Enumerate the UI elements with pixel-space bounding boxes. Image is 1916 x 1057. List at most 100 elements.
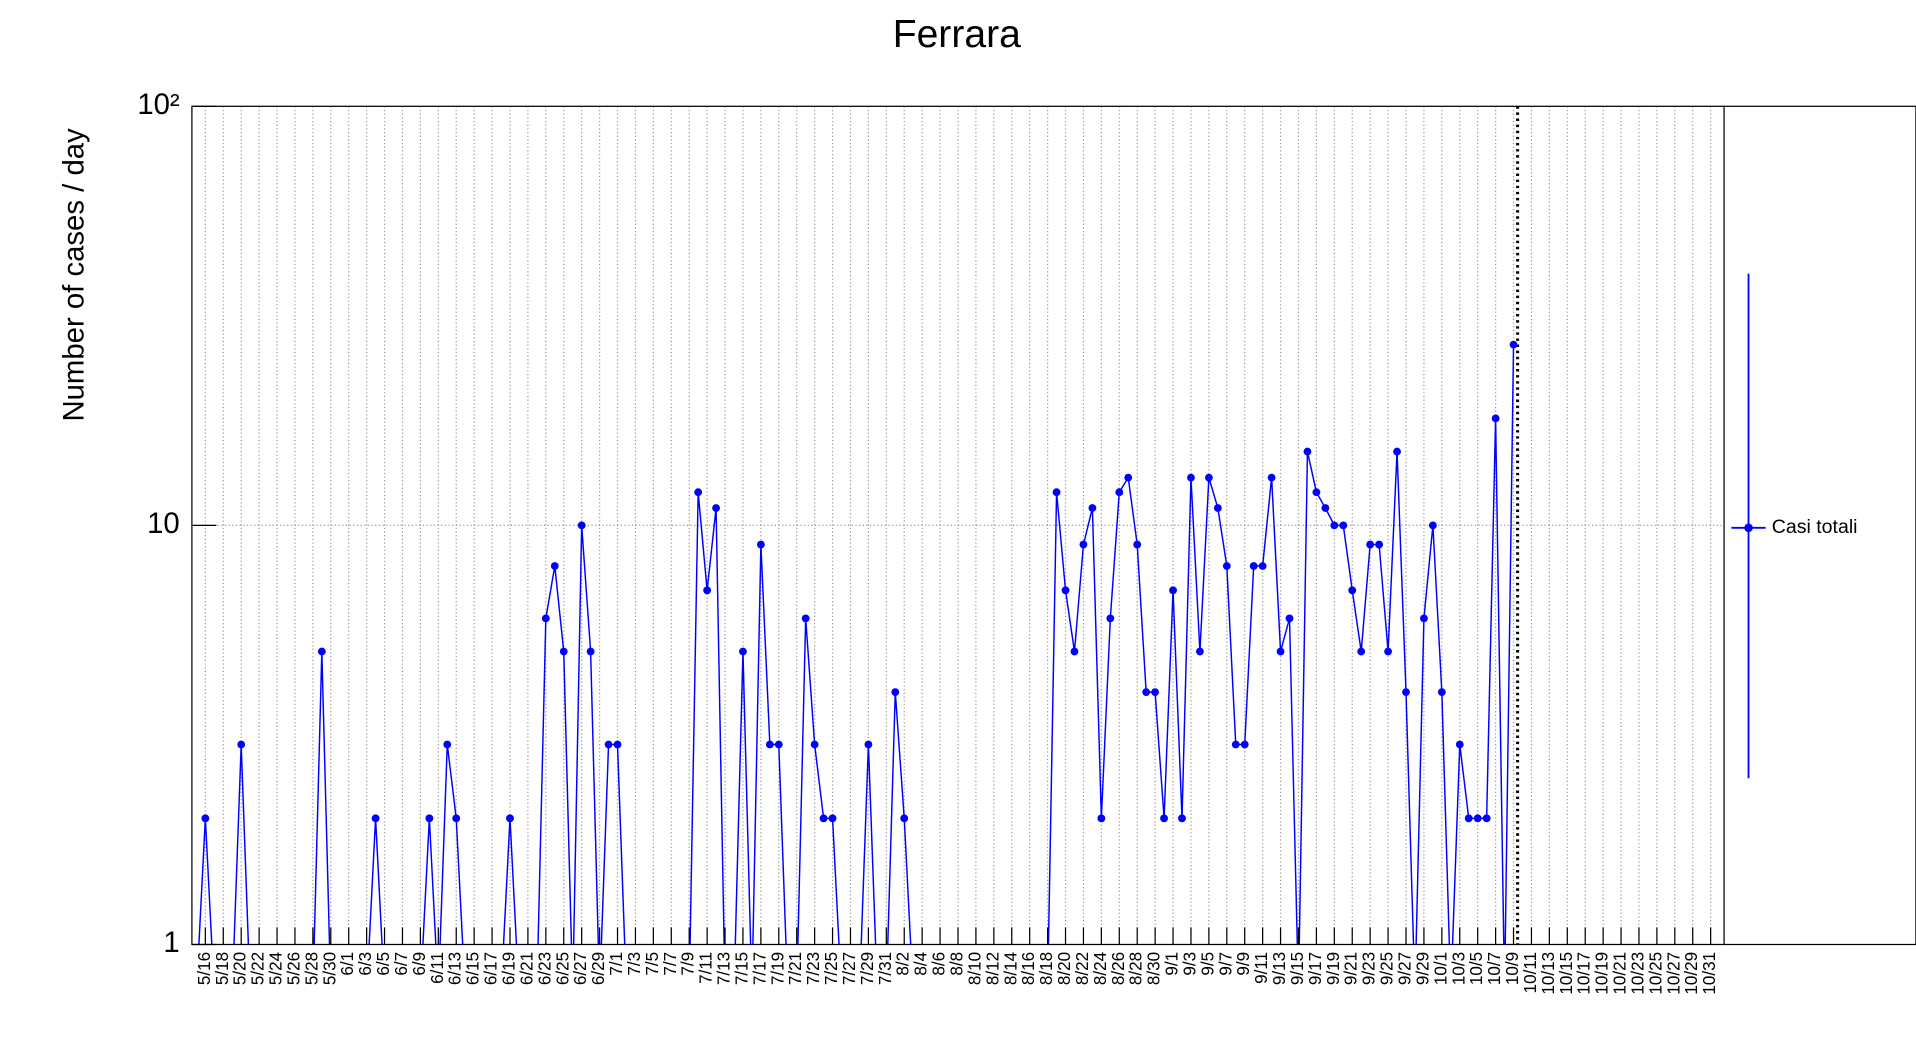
data-point xyxy=(1375,540,1384,549)
x-tick-label: 8/24 xyxy=(1091,952,1110,985)
x-tick-label: 10/15 xyxy=(1557,952,1576,995)
y-tick-label: 1 xyxy=(163,926,179,959)
x-tick-label: 7/17 xyxy=(750,952,769,985)
x-tick-label: 7/1 xyxy=(607,952,626,976)
x-tick-label: 6/19 xyxy=(500,952,519,985)
data-point xyxy=(810,740,819,749)
x-tick-label: 8/18 xyxy=(1037,952,1056,985)
data-point xyxy=(1151,688,1160,697)
x-tick-label: 9/23 xyxy=(1360,952,1379,985)
x-tick-label: 8/14 xyxy=(1001,952,1020,985)
x-tick-label: 5/24 xyxy=(267,952,286,985)
x-tick-label: 7/7 xyxy=(661,952,680,976)
data-point xyxy=(1142,688,1151,697)
x-tick-label: 6/11 xyxy=(428,952,447,984)
legend-box xyxy=(1723,105,1916,946)
data-point xyxy=(1321,504,1330,512)
data-point xyxy=(1079,540,1088,549)
data-point xyxy=(1357,647,1366,656)
data-point xyxy=(1366,540,1375,549)
x-tick-label: 6/1 xyxy=(338,952,357,976)
x-tick-label: 6/9 xyxy=(410,952,429,976)
x-tick-label: 9/21 xyxy=(1342,952,1361,985)
plot-area xyxy=(198,340,1518,945)
x-tick-label: 8/4 xyxy=(912,952,931,976)
data-point xyxy=(425,814,434,823)
data-point xyxy=(774,740,783,749)
x-tick-label: 9/1 xyxy=(1163,952,1182,976)
data-point xyxy=(1070,647,1079,656)
data-point xyxy=(1491,414,1500,423)
x-tick-label: 9/3 xyxy=(1180,952,1199,976)
x-tick-label: 10/17 xyxy=(1575,952,1594,995)
data-point xyxy=(765,740,774,749)
data-point xyxy=(1196,647,1204,656)
data-point xyxy=(703,586,712,595)
data-point xyxy=(1348,586,1357,595)
data-point xyxy=(586,647,595,656)
x-tick-label: 8/8 xyxy=(948,952,967,976)
x-tick-label: 8/30 xyxy=(1145,952,1164,985)
x-tick-label: 8/22 xyxy=(1073,952,1092,985)
x-tick-label: 9/19 xyxy=(1324,952,1343,985)
x-tick-label: 6/5 xyxy=(374,952,393,976)
data-point xyxy=(1204,473,1213,482)
data-point xyxy=(1061,586,1070,595)
x-tick-label: 10/5 xyxy=(1467,952,1486,985)
x-tick-label: 10/29 xyxy=(1682,952,1701,995)
data-point xyxy=(541,614,550,623)
x-tick-label: 9/9 xyxy=(1234,952,1253,976)
x-tick-label: 5/20 xyxy=(231,952,250,985)
x-tick-label: 8/10 xyxy=(965,952,984,985)
x-tick-label: 7/13 xyxy=(715,952,734,985)
x-tick-label: 7/9 xyxy=(679,952,698,976)
data-point xyxy=(1330,521,1339,530)
x-tick-label: 6/23 xyxy=(535,952,554,985)
data-point xyxy=(1303,447,1312,456)
legend-marker xyxy=(1744,523,1753,533)
data-point xyxy=(1393,447,1401,456)
data-point xyxy=(891,688,900,697)
series-line xyxy=(198,344,1515,945)
x-tick-label: 9/5 xyxy=(1198,952,1217,976)
data-point xyxy=(1402,688,1410,697)
x-tick-label: 9/25 xyxy=(1378,952,1397,985)
data-point xyxy=(1052,488,1061,497)
x-tick-label: 7/31 xyxy=(876,952,895,985)
x-tick-label: 10/21 xyxy=(1611,952,1630,995)
data-point xyxy=(1312,488,1321,497)
x-tick-label: 8/6 xyxy=(930,952,949,976)
data-point xyxy=(1276,647,1285,656)
x-tick-label: 7/19 xyxy=(768,952,787,985)
data-point xyxy=(1106,614,1115,623)
x-tick-label: 8/12 xyxy=(983,952,1002,985)
x-tick-label: 5/16 xyxy=(195,952,214,985)
y-tick-label: 10² xyxy=(137,88,180,121)
data-point xyxy=(1455,740,1464,749)
x-tick-label: 9/17 xyxy=(1306,952,1325,985)
x-tick-label: 6/7 xyxy=(392,952,411,976)
data-point xyxy=(1464,814,1473,823)
x-tick-label: 5/18 xyxy=(213,952,232,985)
y-tick-label: 10 xyxy=(147,507,180,540)
x-tick-label: 9/15 xyxy=(1288,952,1307,985)
data-point xyxy=(1258,562,1267,570)
data-point xyxy=(1339,521,1348,530)
data-point xyxy=(694,488,703,497)
data-point xyxy=(613,740,622,749)
data-point xyxy=(1473,814,1482,823)
data-point xyxy=(1240,740,1249,749)
data-point xyxy=(1437,688,1446,697)
data-point xyxy=(819,814,828,823)
data-point xyxy=(739,647,747,656)
legend: Casi totali xyxy=(1731,273,1858,779)
data-point xyxy=(1267,473,1276,482)
x-tick-label: 6/17 xyxy=(482,952,501,985)
x-tick-label: 9/29 xyxy=(1413,952,1432,985)
x-tick-label: 5/28 xyxy=(302,952,321,985)
data-point xyxy=(1160,814,1168,823)
x-tick-label: 8/16 xyxy=(1019,952,1038,985)
data-point xyxy=(1482,814,1491,823)
x-tick-label: 10/23 xyxy=(1628,952,1647,995)
